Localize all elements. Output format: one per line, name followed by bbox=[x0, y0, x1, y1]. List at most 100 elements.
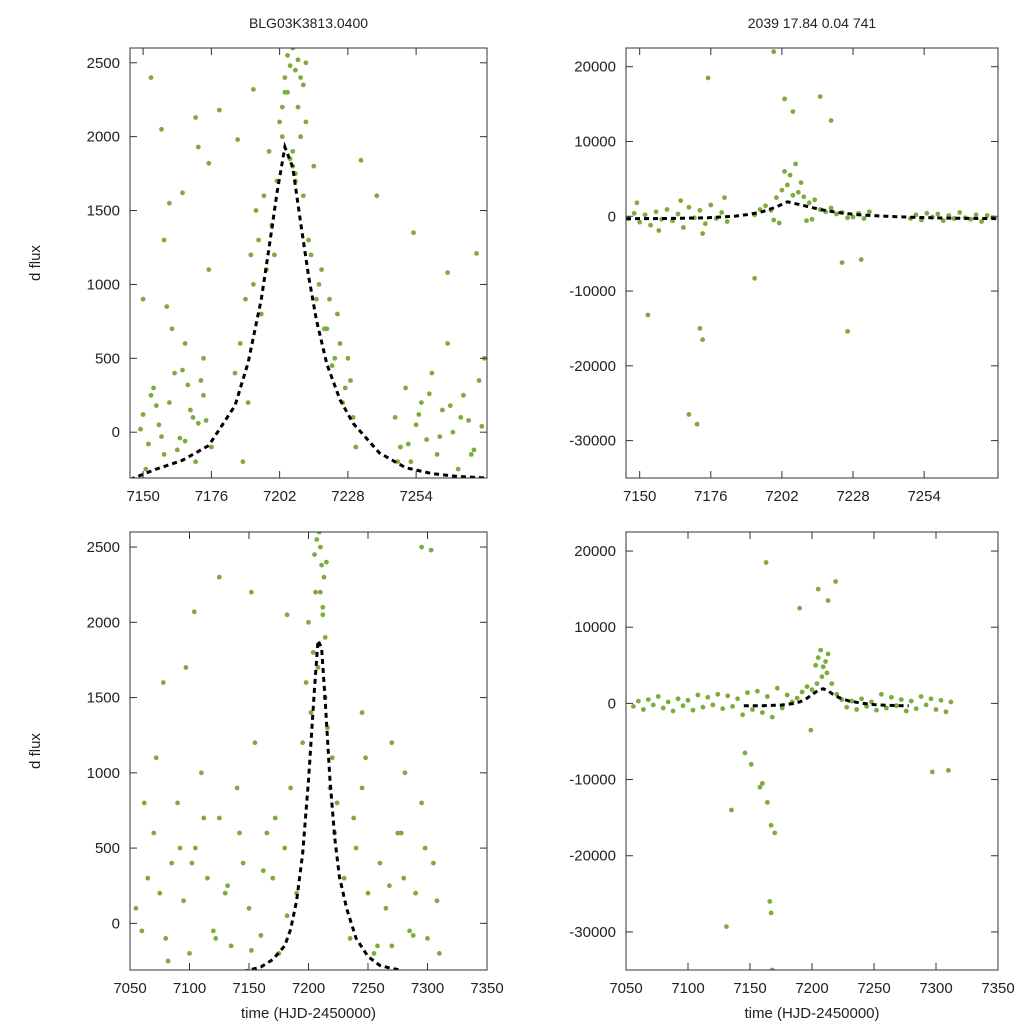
data-point bbox=[359, 785, 365, 791]
data-point bbox=[833, 579, 838, 584]
data-point bbox=[760, 710, 765, 715]
data-point bbox=[815, 655, 821, 661]
data-point bbox=[774, 685, 780, 691]
data-point bbox=[645, 312, 651, 318]
data-point bbox=[968, 216, 973, 222]
data-point bbox=[760, 781, 765, 786]
plot-frame bbox=[129, 47, 488, 479]
data-point bbox=[957, 210, 963, 215]
y-tick-label: 10000 bbox=[574, 133, 616, 150]
x-tick-label: 7300 bbox=[411, 980, 444, 997]
chart-title: 2039 17.84 0.04 741 bbox=[748, 15, 877, 31]
data-points-top-left bbox=[138, 48, 487, 472]
data-point bbox=[183, 665, 189, 670]
data-point bbox=[425, 936, 430, 941]
data-point bbox=[139, 928, 145, 934]
data-point bbox=[387, 883, 392, 889]
data-point bbox=[913, 706, 919, 712]
data-point bbox=[450, 429, 456, 435]
data-point bbox=[434, 452, 440, 457]
data-points-bottom-left bbox=[133, 532, 442, 964]
x-tick-label: 7150 bbox=[126, 488, 159, 505]
panel-bottom-left: 7050 7100 7150 7200 7250 7300 7350 0 500 1000 1500… bbox=[27, 531, 504, 1022]
data-point bbox=[825, 651, 831, 657]
data-point bbox=[818, 647, 824, 653]
data-points-bottom-right bbox=[631, 560, 954, 970]
data-point bbox=[933, 707, 939, 712]
data-point bbox=[715, 691, 721, 697]
data-point bbox=[353, 845, 359, 851]
data-point bbox=[395, 459, 401, 465]
data-point bbox=[180, 367, 185, 373]
data-point bbox=[845, 329, 850, 334]
data-point bbox=[216, 815, 222, 821]
data-point bbox=[445, 270, 450, 275]
data-point bbox=[440, 407, 445, 413]
data-point bbox=[808, 727, 814, 733]
data-point bbox=[318, 544, 323, 550]
data-point bbox=[908, 698, 914, 704]
data-point bbox=[867, 209, 872, 215]
y-tick-label: 1500 bbox=[87, 690, 120, 707]
data-point bbox=[310, 650, 316, 655]
data-point bbox=[143, 466, 149, 472]
data-point bbox=[636, 698, 641, 704]
data-point bbox=[315, 665, 321, 670]
data-point bbox=[235, 137, 241, 143]
data-point bbox=[776, 220, 782, 226]
y-tick-label: -30000 bbox=[569, 924, 616, 941]
data-point bbox=[358, 157, 364, 163]
data-point bbox=[850, 214, 856, 220]
data-point bbox=[834, 211, 839, 217]
data-point bbox=[813, 662, 819, 668]
data-point bbox=[190, 415, 196, 420]
data-point bbox=[695, 692, 701, 698]
data-point bbox=[133, 905, 139, 911]
data-point bbox=[258, 311, 264, 317]
data-point bbox=[314, 537, 320, 542]
data-point bbox=[686, 204, 692, 210]
data-point bbox=[697, 326, 703, 331]
data-point bbox=[321, 574, 327, 580]
y-tick-label: -20000 bbox=[569, 848, 616, 865]
x-tick-label: 7150 bbox=[733, 980, 766, 997]
y-axis-label: d flux bbox=[27, 733, 44, 769]
data-point bbox=[277, 119, 282, 125]
data-point bbox=[748, 761, 754, 767]
data-point bbox=[295, 104, 301, 110]
data-point bbox=[929, 769, 935, 775]
data-point bbox=[146, 441, 151, 447]
y-tick-label: 2500 bbox=[87, 55, 120, 72]
data-point bbox=[320, 612, 326, 618]
x-tick-label: 7150 bbox=[623, 488, 656, 505]
panel-top-right: 7150 7176 7202 7228 7254 20000 10000 0 -10000 -20… bbox=[569, 15, 999, 505]
data-point bbox=[434, 898, 440, 904]
data-point bbox=[710, 702, 716, 708]
data-point bbox=[264, 830, 270, 836]
data-point bbox=[193, 459, 199, 465]
data-point bbox=[642, 212, 648, 218]
data-point bbox=[300, 193, 306, 199]
data-point bbox=[476, 378, 482, 383]
data-point bbox=[829, 681, 835, 686]
data-point bbox=[705, 75, 711, 81]
data-point bbox=[797, 605, 802, 611]
y-tick-label: 1000 bbox=[87, 276, 120, 293]
data-point bbox=[157, 890, 163, 896]
data-point bbox=[306, 237, 311, 243]
data-point bbox=[312, 552, 317, 557]
data-point bbox=[874, 707, 879, 713]
data-point bbox=[161, 452, 167, 457]
data-point bbox=[690, 707, 696, 713]
x-tick-label: 7200 bbox=[795, 980, 828, 997]
data-point bbox=[769, 967, 775, 970]
data-point bbox=[767, 899, 773, 904]
data-point bbox=[160, 680, 166, 685]
x-tick-label: 7202 bbox=[765, 488, 798, 505]
data-point bbox=[752, 275, 757, 281]
data-point bbox=[401, 875, 407, 881]
data-point bbox=[282, 845, 288, 851]
data-point bbox=[308, 710, 314, 715]
data-point bbox=[345, 355, 351, 361]
data-point bbox=[428, 547, 434, 553]
